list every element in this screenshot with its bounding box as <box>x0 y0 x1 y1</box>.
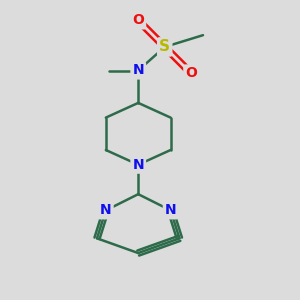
Text: N: N <box>132 158 144 172</box>
Text: N: N <box>100 203 112 218</box>
Text: N: N <box>132 64 144 77</box>
Text: N: N <box>165 203 176 218</box>
Text: O: O <box>185 66 197 80</box>
Text: S: S <box>159 39 170 54</box>
Text: O: O <box>132 14 144 27</box>
